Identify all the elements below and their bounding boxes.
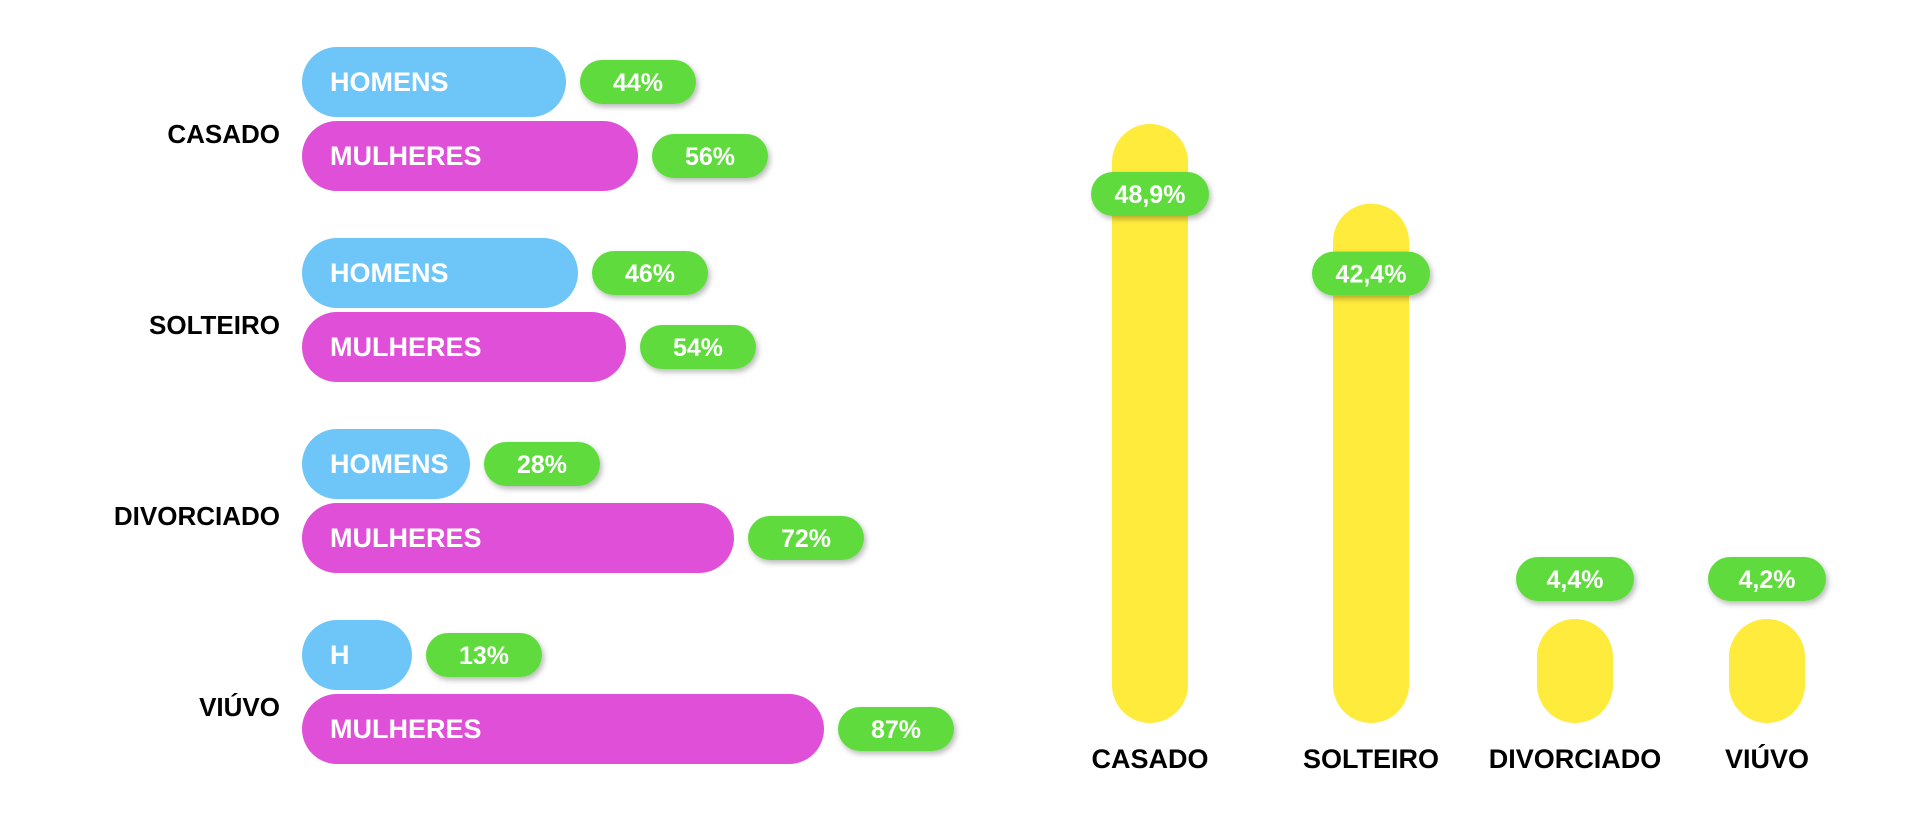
bar-homens-divorciado	[302, 429, 470, 499]
column-group-solteiro: 42,4% SOLTEIRO	[1303, 203, 1439, 774]
column-value-badge-bg	[1708, 557, 1826, 601]
value-badge-mulheres-solteiro: 54%	[640, 325, 756, 369]
marital-status-distribution-chart: 48,9%CASADO42,4%SOLTEIRO4,4%DIVORCIADO4,…	[1091, 123, 1826, 774]
column-category-label-divorciado: DIVORCIADO	[1489, 744, 1662, 774]
value-label-homens-viuvo: 13%	[459, 642, 509, 670]
bar-label-homens-viuvo: H	[330, 640, 350, 670]
column-category-label-casado: CASADO	[1091, 744, 1208, 774]
column-category-label-viuvo: VIÚVO	[1725, 743, 1809, 774]
value-badge-mulheres-divorciado: 72%	[748, 516, 864, 560]
bar-label-homens-divorciado: HOMENS	[330, 449, 449, 479]
bar-label-mulheres-solteiro: MULHERES	[330, 332, 482, 362]
value-badge-bg	[640, 325, 756, 369]
column-value-badge-bg	[1516, 557, 1634, 601]
value-label-mulheres-divorciado: 72%	[781, 525, 831, 553]
category-label-viuvo: VIÚVO	[199, 692, 280, 722]
column-value-label-solteiro: 42,4%	[1336, 261, 1407, 289]
bar-mulheres-casado	[302, 121, 638, 191]
value-label-homens-casado: 44%	[613, 69, 663, 97]
bar-homens-viuvo	[302, 620, 412, 690]
value-badge-mulheres-viuvo: 87%	[838, 707, 954, 751]
column-group-divorciado: 4,4% DIVORCIADO	[1489, 557, 1662, 774]
bar-mulheres-divorciado	[302, 503, 734, 573]
value-label-mulheres-solteiro: 54%	[673, 334, 723, 362]
bar-label-mulheres-casado: MULHERES	[330, 141, 482, 171]
bar-label-mulheres-viuvo: MULHERES	[330, 714, 482, 744]
bar-mulheres-viuvo	[302, 694, 824, 764]
value-badge-bg	[592, 251, 708, 295]
value-badge-homens-viuvo: 13%	[426, 633, 542, 677]
value-badge-bg	[838, 707, 954, 751]
group-casado: CASADO HOMENS 44% MULHERES 56%	[167, 47, 768, 191]
value-badge-homens-casado: 44%	[580, 60, 696, 104]
bar-label-homens-casado: HOMENS	[330, 67, 449, 97]
column-category-label-solteiro: SOLTEIRO	[1303, 744, 1439, 774]
value-badge-bg	[426, 633, 542, 677]
column-value-badge-bg	[1091, 171, 1209, 216]
column-value-badge-solteiro: 42,4%	[1312, 251, 1430, 296]
column-value-badge-viuvo: 4,2%	[1708, 557, 1826, 601]
marital-status-by-gender-chart: CASADO HOMENS 44% MULHERES 56% SOLTEIRO HOMENS…	[114, 47, 954, 764]
bar-homens-casado	[302, 47, 566, 117]
column-value-badge-casado: 48,9%	[1091, 171, 1209, 216]
column-viuvo	[1729, 619, 1805, 723]
column-value-badge-divorciado: 4,4%	[1516, 557, 1634, 601]
value-badge-bg	[748, 516, 864, 560]
value-label-mulheres-viuvo: 87%	[871, 716, 921, 744]
column-value-label-casado: 48,9%	[1115, 181, 1186, 209]
column-casado	[1112, 123, 1188, 724]
category-label-solteiro: SOLTEIRO	[149, 310, 280, 340]
value-label-homens-divorciado: 28%	[517, 451, 567, 479]
bar-label-mulheres-divorciado: MULHERES	[330, 523, 482, 553]
column-solteiro	[1333, 203, 1409, 724]
value-badge-homens-divorciado: 28%	[484, 442, 600, 486]
value-badge-homens-solteiro: 46%	[592, 251, 708, 295]
column-divorciado	[1537, 619, 1613, 723]
column-value-badge-bg	[1312, 251, 1430, 296]
bar-label-homens-solteiro: HOMENS	[330, 258, 449, 288]
value-label-mulheres-casado: 56%	[685, 143, 735, 171]
column-value-label-viuvo: 4,2%	[1739, 566, 1796, 594]
value-badge-bg	[652, 134, 768, 178]
group-divorciado: DIVORCIADO HOMENS 28% MULHERES 72%	[114, 429, 864, 573]
value-badge-bg	[580, 60, 696, 104]
group-viuvo: VIÚVO H 13% MULHERES 87%	[199, 620, 954, 764]
value-label-homens-solteiro: 46%	[625, 260, 675, 288]
category-label-divorciado: DIVORCIADO	[114, 501, 280, 531]
category-label-casado: CASADO	[167, 119, 280, 149]
column-group-viuvo: 4,2% VIÚVO	[1708, 557, 1826, 774]
bar-mulheres-solteiro	[302, 312, 626, 382]
group-solteiro: SOLTEIRO HOMENS 46% MULHERES 54%	[149, 238, 756, 382]
value-badge-bg	[484, 442, 600, 486]
value-badge-mulheres-casado: 56%	[652, 134, 768, 178]
bar-homens-solteiro	[302, 238, 578, 308]
column-group-casado: 48,9% CASADO	[1091, 123, 1209, 774]
column-value-label-divorciado: 4,4%	[1547, 566, 1604, 594]
